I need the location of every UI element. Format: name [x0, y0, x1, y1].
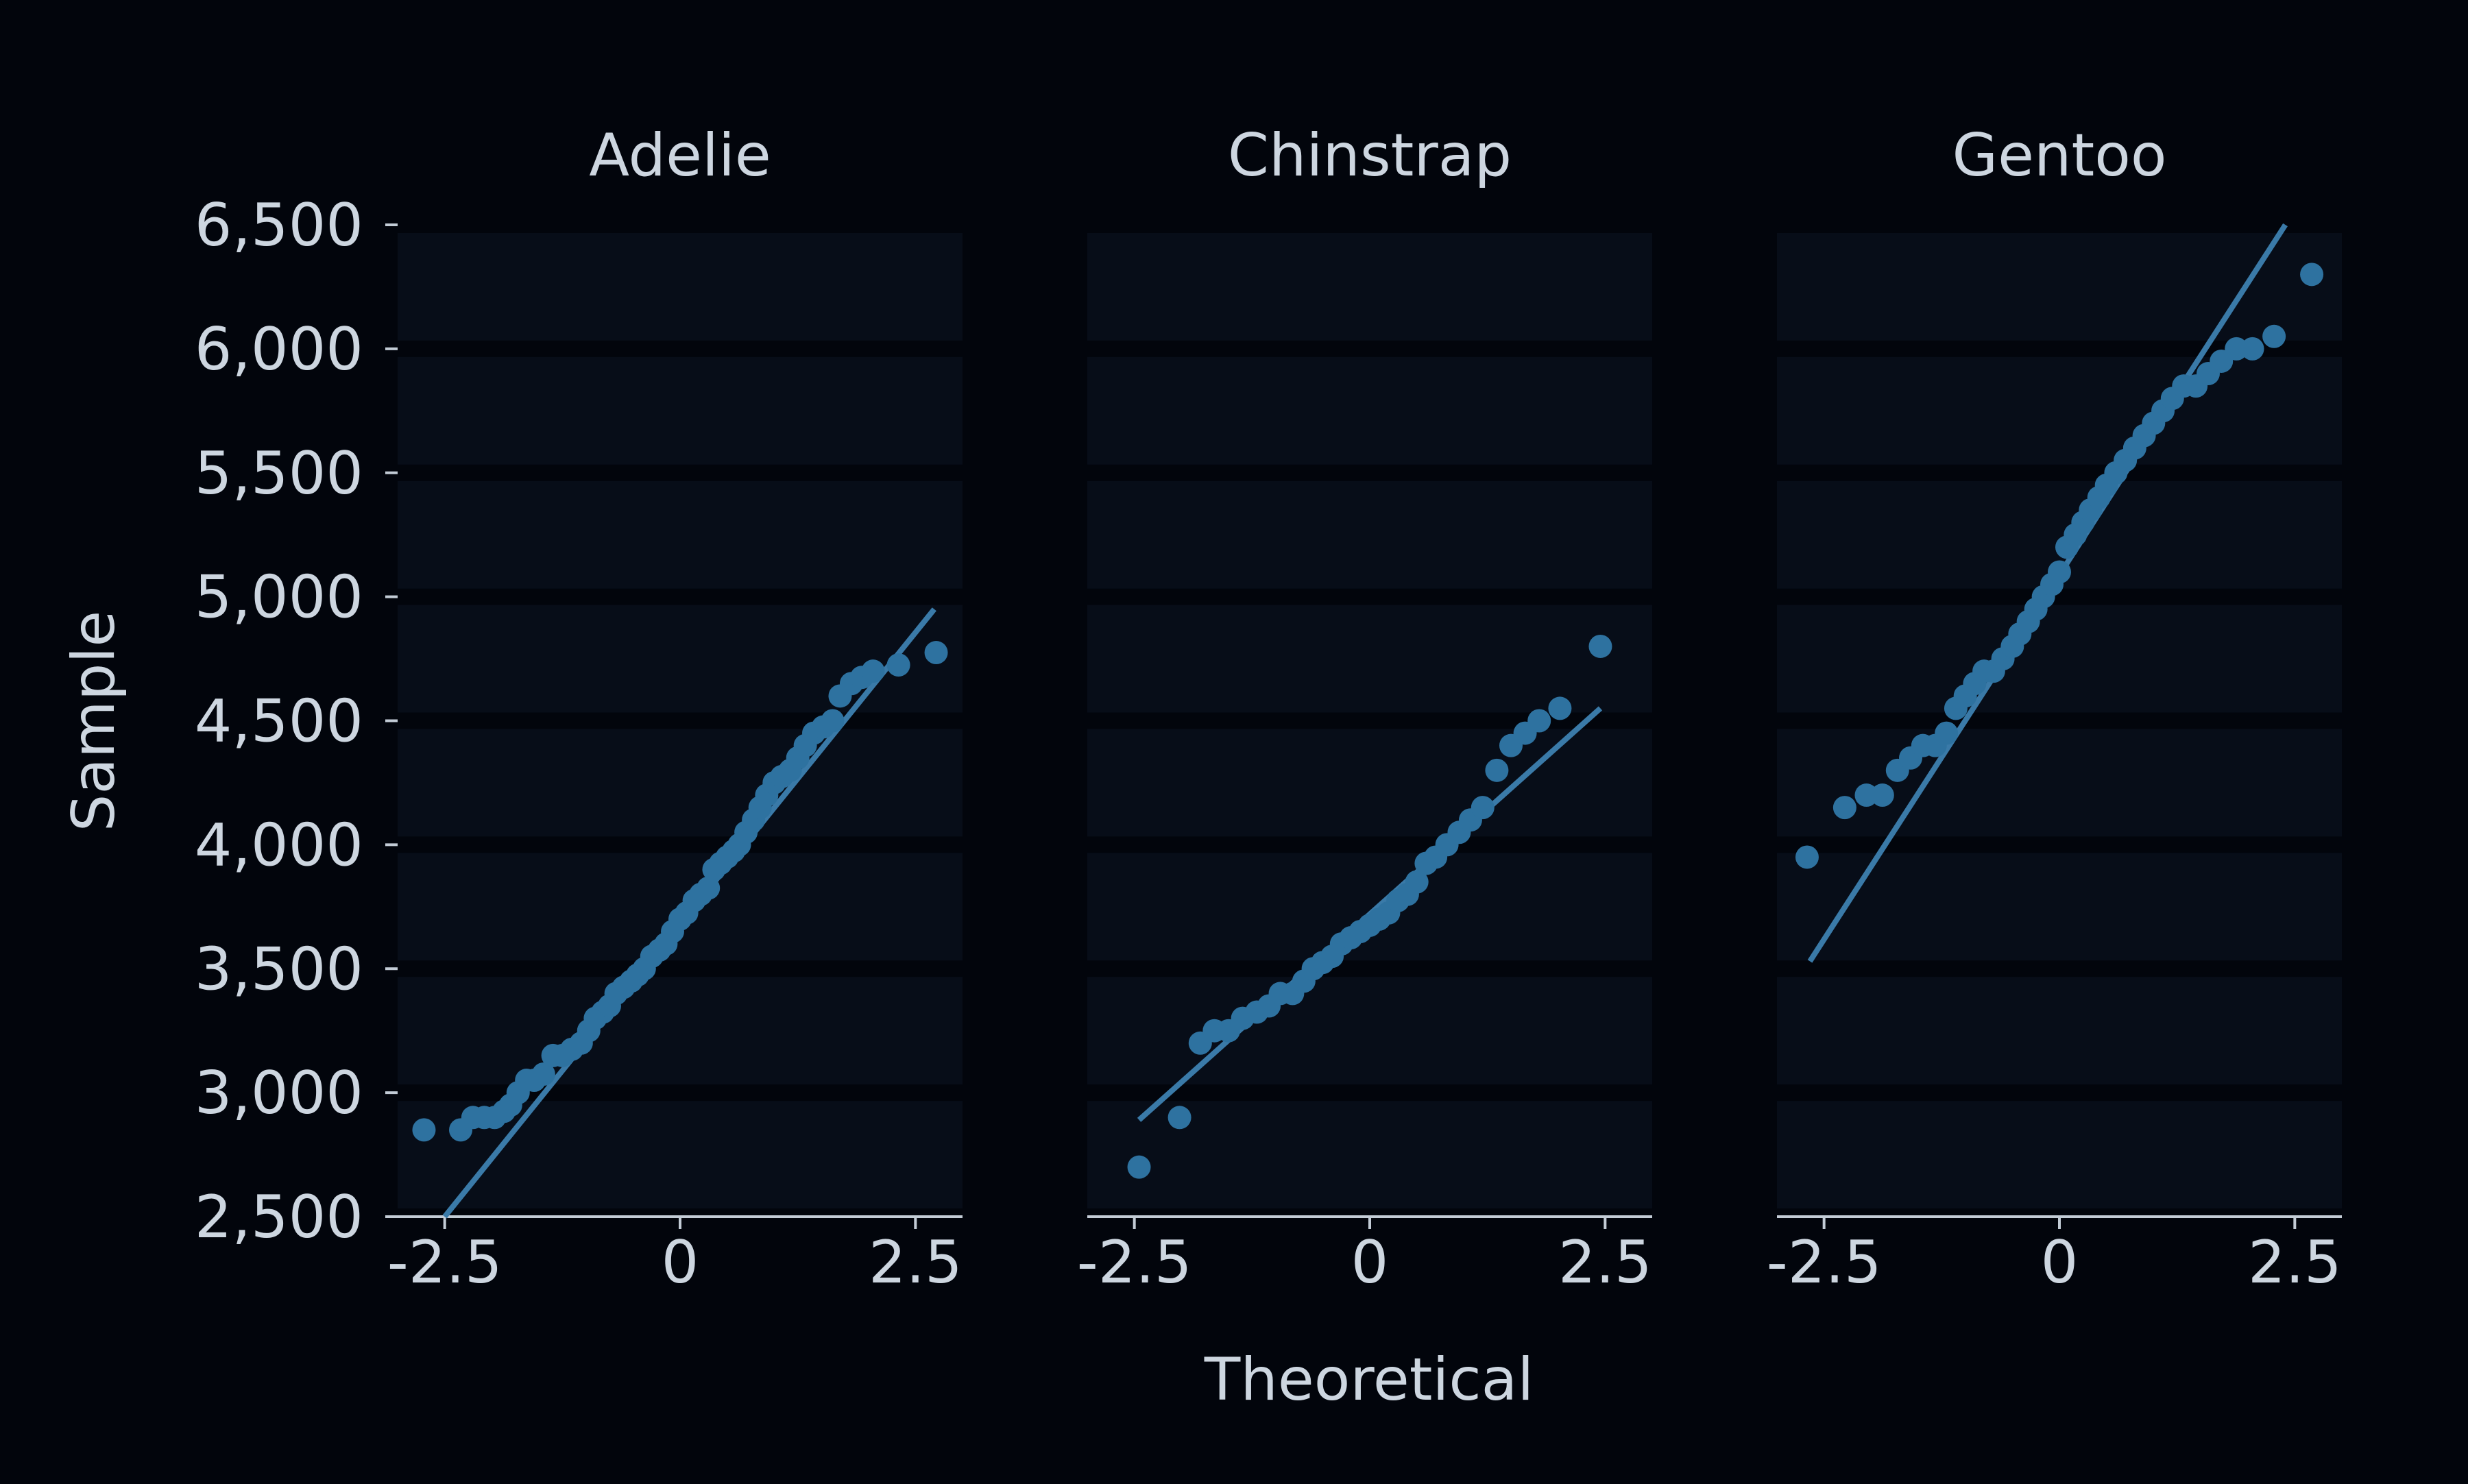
x-tick-label: 2.5 — [869, 1228, 963, 1297]
data-point — [1854, 783, 1878, 807]
grid-band — [1777, 977, 2342, 1085]
x-tick-label: -2.5 — [1767, 1228, 1882, 1297]
x-tick-label: 2.5 — [2248, 1228, 2342, 1297]
grid-band — [398, 729, 963, 837]
data-point — [1588, 634, 1612, 658]
data-point — [1405, 870, 1429, 894]
data-point — [2262, 324, 2286, 348]
panel-title: Gentoo — [1952, 121, 2166, 190]
grid-band — [398, 481, 963, 589]
x-tick-label: 0 — [2041, 1228, 2079, 1297]
panel-title: Adelie — [589, 121, 771, 190]
y-axis-label: Sample — [60, 611, 128, 831]
data-point — [412, 1118, 436, 1142]
y-tick-label: 2,500 — [195, 1183, 363, 1252]
grid-band — [398, 977, 963, 1085]
grid-band — [398, 356, 963, 465]
data-point — [2225, 337, 2249, 361]
y-tick-label: 6,500 — [195, 191, 363, 260]
data-point — [1127, 1155, 1151, 1179]
data-point — [861, 659, 885, 683]
panel-title: Chinstrap — [1228, 121, 1512, 190]
y-axis: 2,500 3,000 3,500 4,000 4,500 5,000 5,500 6,000… — [195, 191, 398, 1252]
data-point — [1471, 796, 1495, 820]
grid-band — [1087, 233, 1652, 341]
data-point — [1548, 696, 1572, 720]
x-tick-label: 0 — [1351, 1228, 1389, 1297]
grid-band — [1087, 356, 1652, 465]
grid-band — [1087, 729, 1652, 837]
panels-layer: -2.5 0 2.5 Adelie -2.5 0 2.5 Chinstrap -2.5 0 2.5 G… — [195, 121, 2342, 1297]
y-tick-label: 4,000 — [195, 811, 363, 879]
data-point — [2300, 263, 2324, 287]
grid-band — [1777, 605, 2342, 713]
panel-chinstrap: -2.5 0 2.5 Chinstrap — [1077, 121, 1652, 1297]
panel-adelie: -2.5 0 2.5 Adelie — [387, 121, 963, 1297]
data-point — [886, 653, 910, 677]
data-point — [1527, 709, 1551, 733]
y-tick-label: 3,000 — [195, 1059, 363, 1128]
x-tick-label: -2.5 — [387, 1228, 503, 1297]
grid-band — [1087, 853, 1652, 961]
data-point — [2240, 337, 2264, 361]
grid-band — [1087, 605, 1652, 713]
y-tick-label: 4,500 — [195, 688, 363, 756]
grid-band — [1777, 233, 2342, 341]
grid-band — [1087, 977, 1652, 1085]
data-point — [1795, 845, 1819, 869]
data-point — [1935, 721, 1959, 745]
x-tick-label: 2.5 — [1558, 1228, 1652, 1297]
data-point — [821, 709, 845, 733]
data-point — [531, 1062, 555, 1086]
data-point — [2048, 560, 2071, 584]
data-point — [1168, 1106, 1191, 1130]
y-tick-label: 6,000 — [195, 315, 363, 384]
grid-band — [398, 233, 963, 341]
grid-band — [1087, 481, 1652, 589]
x-tick-label: -2.5 — [1077, 1228, 1192, 1297]
data-point — [1485, 758, 1509, 782]
y-tick-label: 5,500 — [195, 439, 363, 508]
x-tick-label: 0 — [662, 1228, 699, 1297]
y-tick-label: 5,000 — [195, 563, 363, 632]
grid-band — [398, 605, 963, 713]
grid-band — [1777, 729, 2342, 837]
data-point — [697, 876, 721, 900]
y-tick-label: 3,500 — [195, 935, 363, 1003]
data-point — [1870, 783, 1894, 807]
grid-band — [1777, 853, 2342, 961]
grid-band — [1777, 1101, 2342, 1208]
data-point — [924, 641, 948, 665]
panel-gentoo: -2.5 0 2.5 Gentoo — [1767, 121, 2342, 1297]
data-point — [1832, 796, 1856, 820]
x-axis-label: Theoretical — [1204, 1346, 1534, 1414]
grid-band — [1777, 356, 2342, 465]
